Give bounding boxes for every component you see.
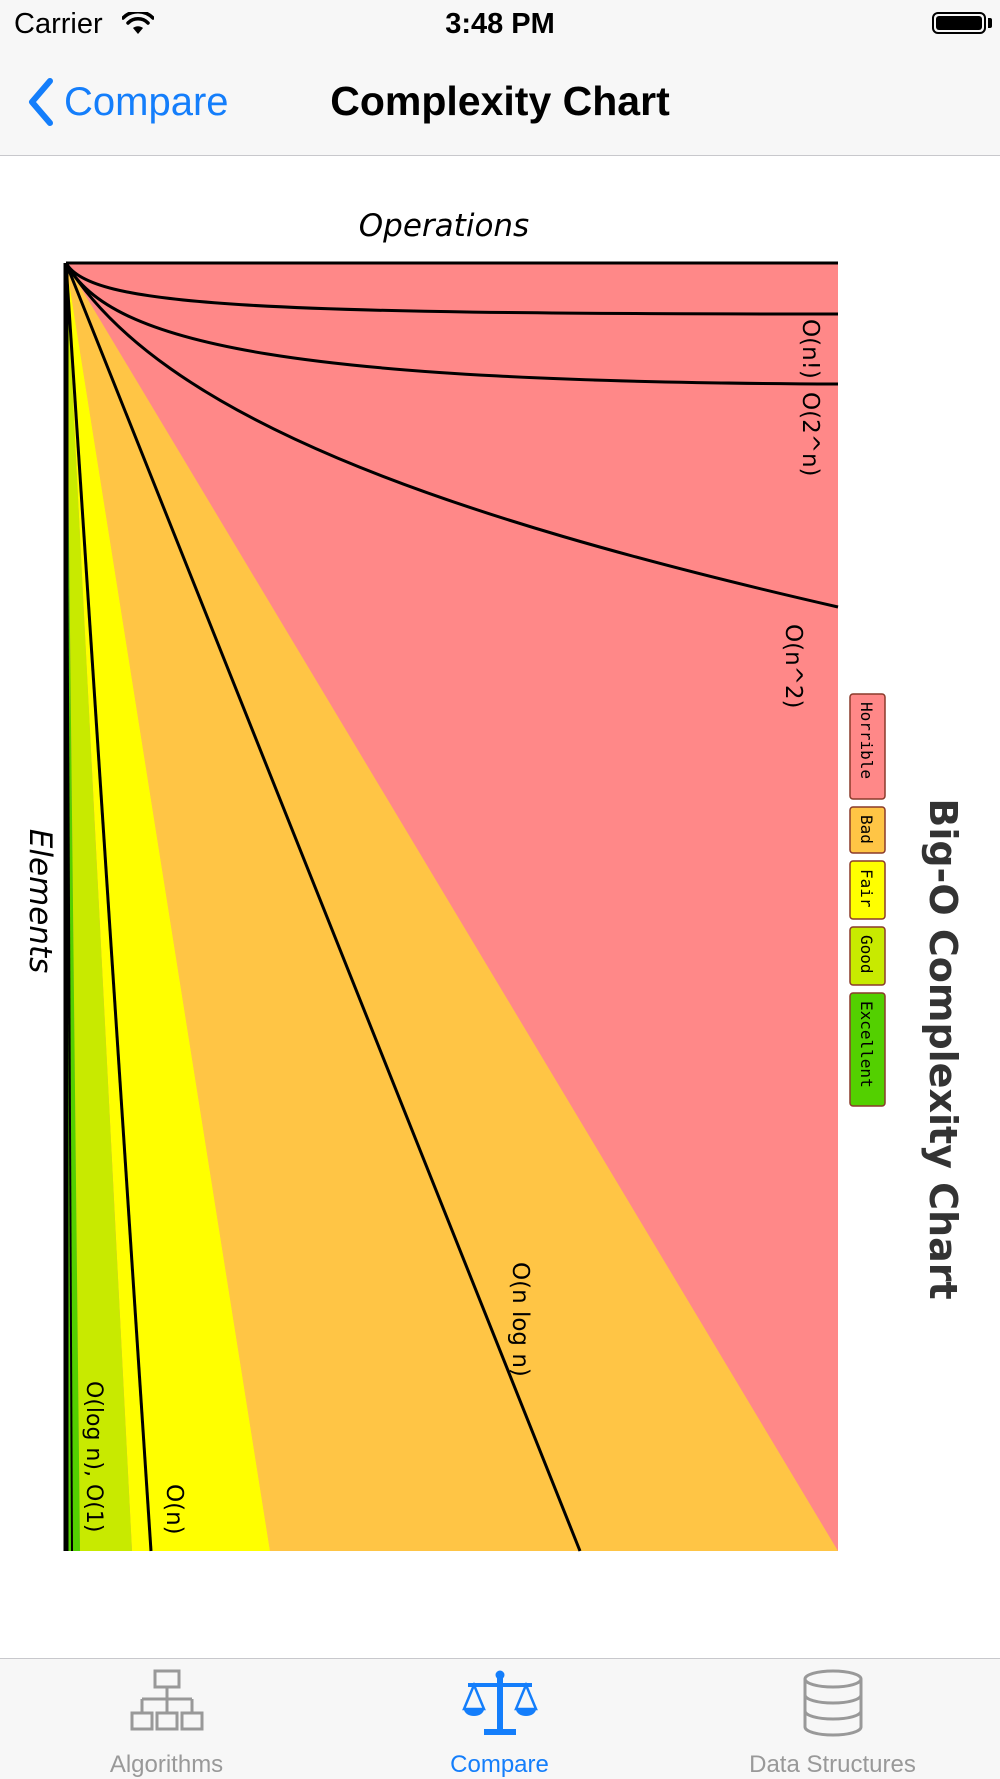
legend-swatch-bad [849,806,886,854]
curve-linear [64,262,153,1552]
complexity-chart: Operations Elements O(n!) O(2^n) O(n^2) … [22,208,965,1552]
legend-label-bad: Bad [857,815,876,844]
database-icon [803,1669,862,1737]
navigation-bar: Compare Complexity Chart [0,50,1000,156]
back-button-label: Compare [64,79,229,124]
legend-swatch-fair [849,860,886,920]
tab-data-structures[interactable]: Data Structures [666,1659,999,1779]
hierarchy-icon [130,1669,203,1731]
chart-title: Big-O Complexity Chart [921,798,965,1299]
region-fair [66,263,270,1551]
legend: Horrible Bad Fair Good Excellent [849,693,886,1107]
battery-nub [988,18,992,28]
legend-swatch-excellent [849,992,886,1107]
curve-label-linear: O(n) [161,1484,187,1535]
legend-label-excellent: Excellent [857,1001,876,1088]
status-bar: Carrier 3:48 PM [0,0,1000,50]
tab-label-data-structures: Data Structures [749,1751,916,1778]
curve-label-factorial: O(n!) [797,319,823,379]
curve-quadratic [64,262,839,609]
elements-label: Elements [22,829,58,974]
legend-label-good: Good [857,935,876,974]
legend-swatch-horrible [849,693,886,800]
tab-compare[interactable]: Compare [333,1659,666,1779]
scales-icon [461,1670,538,1735]
legend-label-fair: Fair [857,869,876,908]
page-title: Complexity Chart [330,78,670,124]
wifi-icon [122,12,154,34]
status-time: 3:48 PM [445,8,555,40]
region-good [66,263,132,1551]
operations-label: Operations [359,208,529,244]
carrier-label: Carrier [14,8,103,40]
curve-label-exponential: O(2^n) [797,392,823,477]
region-bad [66,263,838,1551]
curve-nlogn [64,262,582,1552]
curve-label-logarithmic: O(log n), O(1) [81,1381,106,1532]
curve-label-nlogn: O(n log n) [507,1262,533,1377]
tab-label-algorithms: Algorithms [109,1751,224,1778]
tab-label-compare: Compare [450,1751,549,1778]
back-button[interactable]: Compare [26,72,229,132]
curve-exponential [64,262,839,386]
chevron-left-icon [29,78,53,126]
legend-swatch-good [849,926,886,986]
tab-algorithms[interactable]: Algorithms [0,1659,333,1779]
battery-icon [932,12,986,34]
curve-factorial [64,262,839,316]
tab-bar: Algorithms Compare Data [0,1658,1000,1779]
legend-label-horrible: Horrible [857,702,876,779]
chart-container: Operations Elements O(n!) O(2^n) O(n^2) … [0,156,1000,1658]
curve-label-quadratic: O(n^2) [780,624,806,709]
